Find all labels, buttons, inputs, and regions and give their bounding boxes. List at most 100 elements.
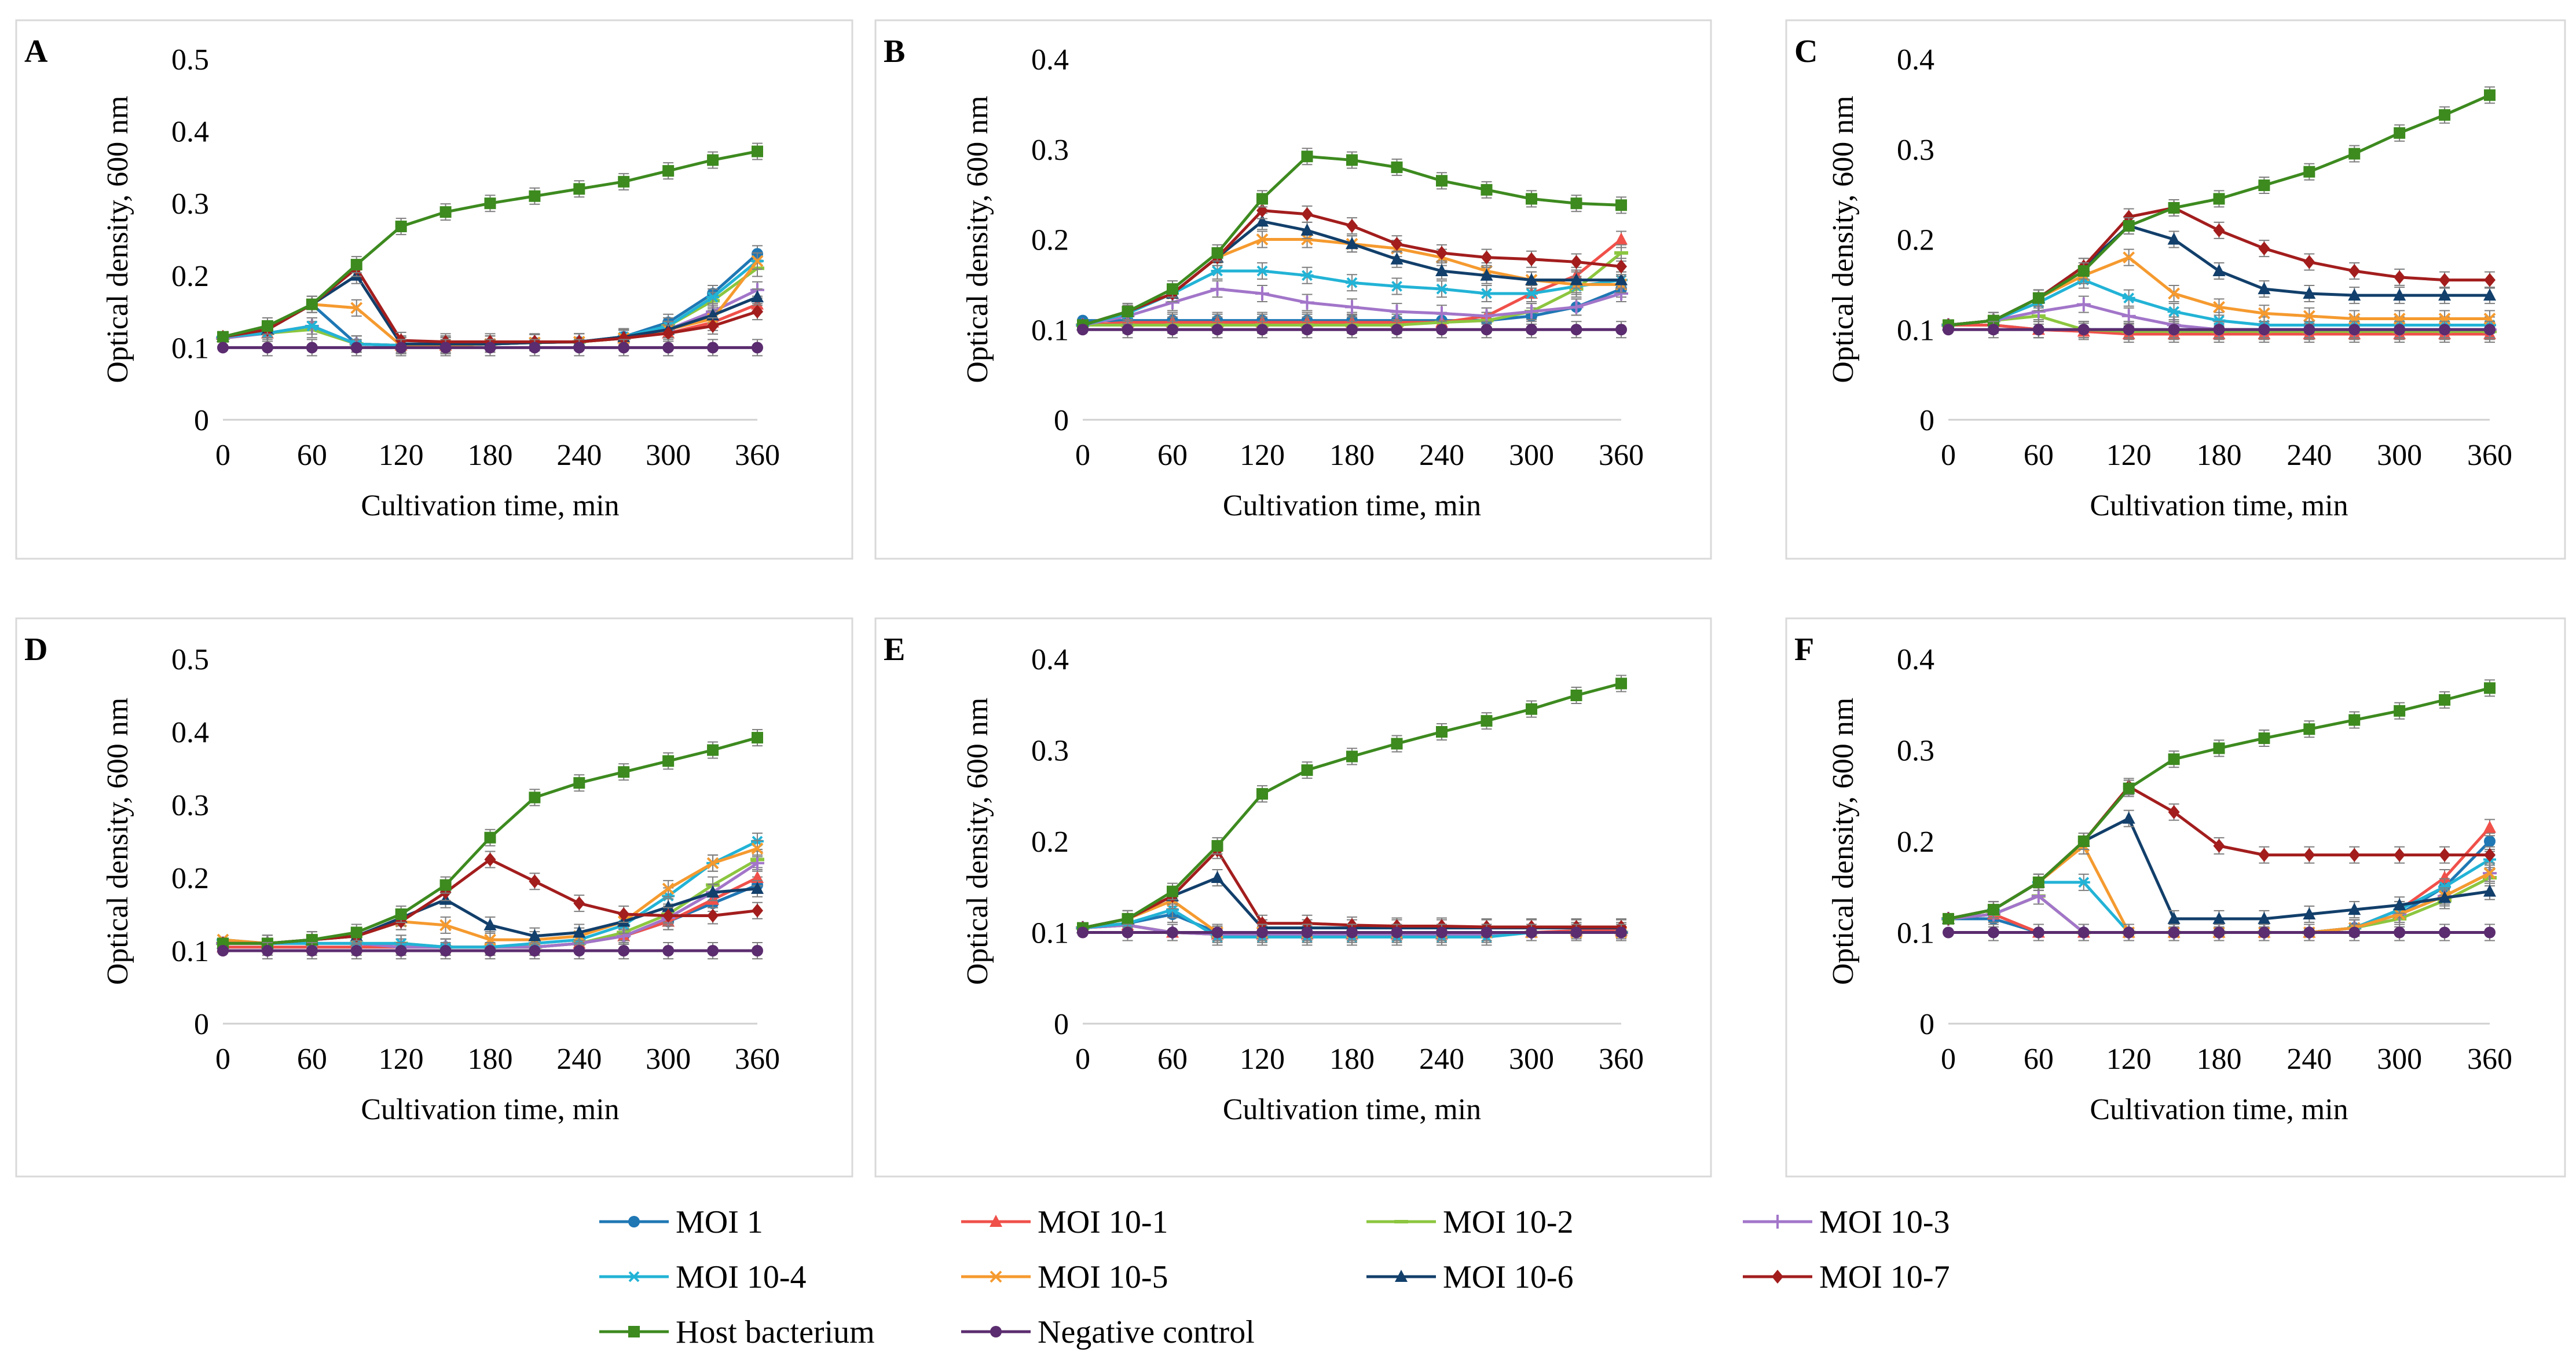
- legend-marker: [1771, 1215, 1784, 1229]
- data-point: [1346, 154, 1358, 166]
- x-tick-label: 240: [1419, 439, 1464, 472]
- data-point: [1436, 726, 1448, 738]
- data-point: [618, 331, 630, 346]
- y-tick-label: 0: [1054, 1008, 1069, 1041]
- series-host-bacterium: [1943, 86, 2496, 331]
- data-point: [573, 777, 585, 789]
- panel-d: D 0 0.1 0.2 0.3 0.4 0.5 0 60 120 180 240 300 360 Culti…: [15, 617, 853, 1178]
- data-point: [2167, 306, 2181, 317]
- data-point: [2258, 911, 2271, 924]
- data-point: [662, 342, 675, 354]
- data-point: [1435, 264, 1448, 277]
- legend-marker: [628, 1216, 640, 1227]
- data-point: [1436, 926, 1448, 939]
- data-point: [2031, 889, 2046, 903]
- data-point: [2348, 903, 2361, 915]
- data-point: [261, 945, 273, 956]
- data-point: [2213, 223, 2225, 237]
- data-point: [306, 342, 318, 354]
- data-point: [529, 190, 541, 202]
- panel-b-y-axis-title: Optical density, 600 nm: [961, 96, 994, 383]
- y-tick-label: 0.3: [1031, 735, 1069, 768]
- x-tick-label: 300: [2377, 439, 2422, 472]
- x-tick-label: 180: [468, 1043, 513, 1076]
- data-point: [2168, 324, 2180, 336]
- data-point: [707, 908, 719, 923]
- data-point: [1256, 233, 1269, 245]
- data-point: [1391, 324, 1403, 336]
- data-point: [707, 319, 719, 333]
- data-point: [618, 175, 630, 188]
- x-tick-label: 60: [2024, 1043, 2054, 1076]
- data-point: [2258, 282, 2271, 295]
- data-point: [1615, 324, 1627, 336]
- data-point: [2032, 292, 2044, 304]
- data-point: [573, 342, 585, 354]
- data-point: [1255, 286, 1269, 300]
- data-point: [573, 945, 585, 956]
- data-point: [2394, 270, 2406, 284]
- data-point: [1301, 324, 1313, 336]
- x-tick-label: 180: [2197, 1043, 2242, 1076]
- data-point: [1077, 324, 1089, 336]
- data-point: [395, 945, 407, 956]
- data-point: [2303, 255, 2315, 269]
- legend-item-moi-1: MOI 1: [599, 1204, 763, 1240]
- legend-item-moi-10-2: MOI 10-2: [1366, 1204, 1574, 1240]
- data-point: [1526, 703, 1537, 715]
- data-point: [1525, 273, 1538, 285]
- panel-d-y-axis-title: Optical density, 600 nm: [101, 698, 134, 985]
- x-tick-label: 300: [2377, 1043, 2422, 1076]
- x-tick-label: 60: [297, 1043, 327, 1076]
- data-point: [1211, 324, 1223, 336]
- data-point: [2212, 315, 2226, 327]
- data-point: [2483, 313, 2496, 325]
- data-point: [618, 766, 630, 778]
- x-tick-label: 120: [379, 439, 424, 472]
- data-point: [1122, 926, 1134, 939]
- x-tick-label: 180: [1329, 1043, 1375, 1076]
- data-point: [1211, 247, 1223, 259]
- data-point: [1346, 277, 1358, 288]
- data-point: [1526, 926, 1537, 939]
- data-point: [1570, 255, 1582, 269]
- data-point: [1167, 926, 1178, 939]
- x-tick-label: 300: [646, 439, 691, 472]
- legend-label: Negative control: [1038, 1314, 1255, 1350]
- data-point: [2394, 926, 2406, 939]
- data-point: [2122, 811, 2135, 824]
- y-tick-label: 0.3: [1897, 134, 1934, 167]
- legend-label: Host bacterium: [676, 1314, 875, 1350]
- data-point: [2393, 898, 2406, 911]
- data-point: [2438, 313, 2451, 325]
- panel-a-x-axis-title: Cultivation time, min: [361, 489, 619, 522]
- data-point: [529, 791, 541, 804]
- panel-e-y-axis-title: Optical density, 600 nm: [961, 698, 994, 985]
- panel-f: F 0 0.1 0.2 0.3 0.4 0 60 120 180 240 300 360 Cultivat…: [1785, 617, 2566, 1178]
- x-tick-label: 300: [1509, 1043, 1554, 1076]
- y-tick-label: 0: [194, 404, 209, 437]
- data-point: [439, 919, 452, 932]
- legend-label: MOI 10-4: [676, 1259, 807, 1295]
- series-negative-control: [1943, 321, 2496, 339]
- data-point: [529, 945, 541, 956]
- data-point: [2348, 313, 2361, 325]
- data-point: [1210, 282, 1225, 296]
- x-tick-label: 360: [2467, 439, 2512, 472]
- panel-e-frame: [874, 617, 1712, 1178]
- data-point: [484, 831, 496, 844]
- x-tick-label: 240: [2286, 439, 2332, 472]
- data-point: [2032, 876, 2044, 888]
- data-point: [1167, 885, 1178, 897]
- x-tick-label: 0: [1941, 1043, 1956, 1076]
- panel-b-frame: [874, 19, 1712, 560]
- data-point: [751, 290, 764, 303]
- data-point: [1615, 273, 1628, 285]
- data-point: [752, 945, 763, 956]
- data-point: [1211, 265, 1224, 277]
- x-tick-label: 60: [1157, 439, 1188, 472]
- data-point: [751, 255, 764, 267]
- data-point: [752, 903, 763, 918]
- x-tick-label: 0: [215, 439, 230, 472]
